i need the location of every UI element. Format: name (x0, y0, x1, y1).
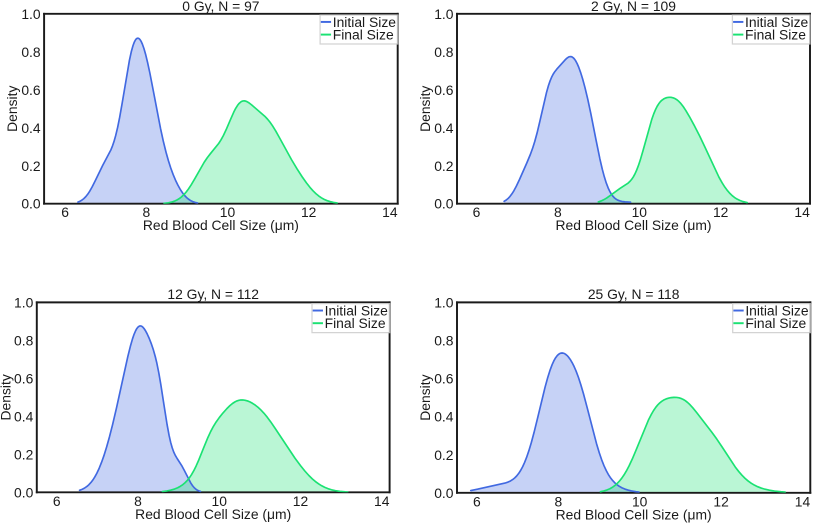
svg-text:Density: Density (4, 86, 20, 132)
svg-text:0.4: 0.4 (434, 120, 454, 136)
svg-text:0.0: 0.0 (21, 196, 41, 212)
svg-text:Density: Density (417, 374, 433, 420)
svg-text:14: 14 (374, 493, 390, 509)
svg-text:0.2: 0.2 (14, 446, 34, 462)
svg-text:6: 6 (473, 493, 481, 509)
svg-text:0.0: 0.0 (434, 196, 454, 212)
svg-text:25 Gy, N = 118: 25 Gy, N = 118 (588, 286, 680, 302)
svg-text:Red Blood Cell Size (μm): Red Blood Cell Size (μm) (555, 217, 711, 233)
svg-text:0.2: 0.2 (434, 158, 454, 174)
svg-text:0.0: 0.0 (434, 485, 454, 501)
svg-text:10: 10 (632, 493, 648, 509)
svg-text:0.8: 0.8 (14, 332, 34, 348)
svg-text:1.0: 1.0 (434, 294, 454, 310)
svg-text:0.8: 0.8 (434, 333, 454, 349)
svg-text:Density: Density (0, 374, 13, 420)
svg-text:0.6: 0.6 (434, 371, 454, 387)
svg-text:0.4: 0.4 (21, 120, 41, 136)
svg-text:8: 8 (142, 204, 150, 220)
svg-text:10: 10 (212, 493, 228, 509)
svg-text:12: 12 (301, 204, 317, 220)
svg-text:0.8: 0.8 (434, 44, 454, 60)
svg-text:0.6: 0.6 (434, 82, 454, 98)
svg-text:Initial Size: Initial Size (333, 14, 397, 30)
svg-text:6: 6 (61, 204, 69, 220)
svg-text:Red Blood Cell Size (μm): Red Blood Cell Size (μm) (135, 506, 291, 522)
svg-text:Initial Size: Initial Size (745, 302, 809, 318)
svg-text:14: 14 (795, 493, 811, 509)
svg-text:0.8: 0.8 (21, 44, 41, 60)
svg-text:12 Gy, N = 112: 12 Gy, N = 112 (167, 286, 259, 302)
svg-text:Initial Size: Initial Size (745, 14, 809, 30)
svg-text:8: 8 (134, 493, 142, 509)
svg-text:0.6: 0.6 (21, 82, 41, 98)
svg-text:0.6: 0.6 (14, 370, 34, 386)
svg-text:Initial Size: Initial Size (325, 302, 389, 318)
svg-text:1.0: 1.0 (14, 294, 34, 310)
svg-text:12: 12 (713, 493, 729, 509)
svg-text:Red Blood Cell Size (μm): Red Blood Cell Size (μm) (143, 217, 299, 233)
svg-text:14: 14 (382, 204, 398, 220)
svg-text:14: 14 (794, 204, 810, 220)
svg-text:12: 12 (293, 493, 309, 509)
svg-text:8: 8 (554, 493, 562, 509)
svg-text:12: 12 (713, 204, 729, 220)
svg-text:Final Size: Final Size (745, 315, 806, 331)
svg-text:8: 8 (554, 204, 562, 220)
svg-text:2 Gy, N = 109: 2 Gy, N = 109 (591, 0, 676, 14)
svg-text:Density: Density (417, 86, 433, 132)
svg-text:Final Size: Final Size (333, 26, 394, 42)
svg-text:6: 6 (53, 493, 61, 509)
svg-text:0.2: 0.2 (434, 447, 454, 463)
svg-text:0.4: 0.4 (14, 408, 34, 424)
svg-text:10: 10 (220, 204, 236, 220)
svg-text:0.4: 0.4 (434, 409, 454, 425)
svg-text:0.0: 0.0 (14, 484, 34, 500)
svg-text:0 Gy, N = 97: 0 Gy, N = 97 (182, 0, 260, 14)
svg-text:Final Size: Final Size (745, 26, 806, 42)
svg-text:10: 10 (632, 204, 648, 220)
svg-text:1.0: 1.0 (21, 6, 41, 22)
svg-text:1.0: 1.0 (434, 6, 454, 22)
svg-text:0.2: 0.2 (21, 158, 41, 174)
svg-text:6: 6 (473, 204, 481, 220)
svg-text:Final Size: Final Size (325, 315, 386, 331)
svg-text:Red Blood Cell Size (μm): Red Blood Cell Size (μm) (556, 506, 712, 522)
